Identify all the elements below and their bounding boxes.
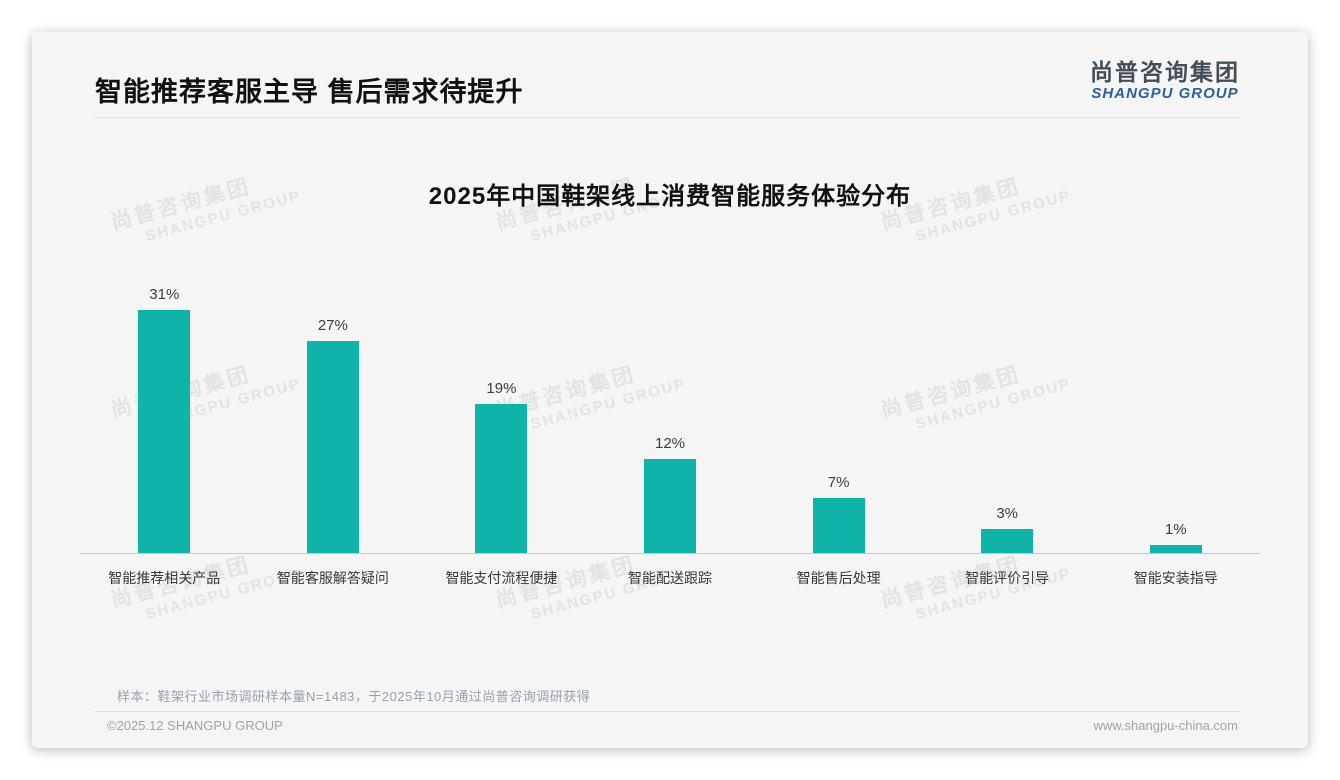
category-label: 智能配送跟踪 xyxy=(628,570,713,586)
bar xyxy=(644,459,697,553)
company-logo: 尚普咨询集团 SHANGPU GROUP xyxy=(1090,56,1240,102)
page-title: 智能推荐客服主导 售后需求待提升 xyxy=(95,77,524,107)
footer-divider xyxy=(95,711,1240,712)
bar xyxy=(475,404,528,553)
footer-copyright: ©2025.12 SHANGPU GROUP xyxy=(107,718,283,733)
bar-value-label: 7% xyxy=(827,474,850,491)
bar-value-label: 27% xyxy=(317,317,348,334)
category-label: 智能评价引导 xyxy=(965,570,1050,586)
bar xyxy=(1149,545,1202,553)
bar-column: 3% xyxy=(923,505,1092,553)
bars-area: 31% 27% 19% 12% 7% 3% 1% xyxy=(80,213,1260,554)
bar-value-label: 19% xyxy=(486,380,517,397)
category-label: 智能推荐相关产品 xyxy=(108,570,221,586)
category-label: 智能安装指导 xyxy=(1133,570,1218,586)
bar-column: 27% xyxy=(249,317,418,553)
category-axis: 智能推荐相关产品 智能客服解答疑问 智能支付流程便捷 智能配送跟踪 智能售后处理 智能评价… xyxy=(80,554,1260,588)
bar-value-label: 31% xyxy=(149,286,180,303)
bar-column: 7% xyxy=(754,474,923,553)
bar-chart: 31% 27% 19% 12% 7% 3% 1% 智能推荐相关产品 智能客服解答疑问 智能支付流… xyxy=(80,213,1260,588)
header: 智能推荐客服主导 售后需求待提升 尚普咨询集团 SHANGPU GROUP xyxy=(95,32,1240,118)
bar xyxy=(138,310,191,553)
slide-card: 尚普咨询集团 SHANGPU GROUP 尚普咨询集团 SHANGPU GROUP 尚普… xyxy=(32,32,1308,748)
footer-website: www.shangpu-china.com xyxy=(1093,718,1238,733)
bar xyxy=(812,498,865,553)
logo-english-text: SHANGPU GROUP xyxy=(1091,85,1239,103)
category-label: 智能客服解答疑问 xyxy=(276,570,389,586)
bar-value-label: 1% xyxy=(1164,521,1187,538)
bar-value-label: 12% xyxy=(655,435,686,452)
logo-chinese-text: 尚普咨询集团 xyxy=(1090,59,1240,85)
bar-column: 19% xyxy=(417,380,586,553)
sample-note: 样本：鞋架行业市场调研样本量N=1483，于2025年10月通过尚普咨询调研获得 xyxy=(117,689,591,704)
category-label: 智能支付流程便捷 xyxy=(445,570,558,586)
bar xyxy=(306,341,359,553)
bar-column: 31% xyxy=(80,286,249,553)
bar-column: 12% xyxy=(586,435,755,553)
bar-value-label: 3% xyxy=(996,505,1019,522)
category-label: 智能售后处理 xyxy=(796,570,881,586)
chart-title: 2025年中国鞋架线上消费智能服务体验分布 xyxy=(428,183,912,210)
bar xyxy=(981,529,1034,553)
bar-column: 1% xyxy=(1091,521,1260,553)
